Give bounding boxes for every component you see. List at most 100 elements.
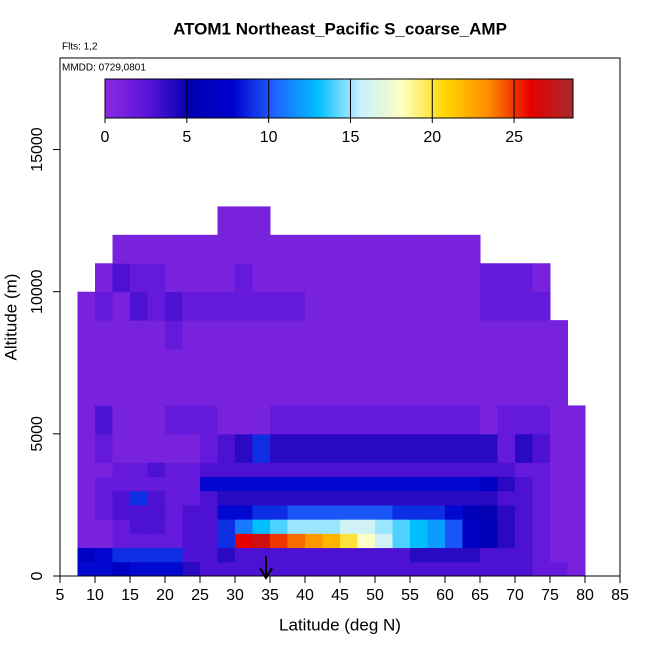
- heatmap-cell: [270, 519, 288, 534]
- heatmap-cell: [480, 376, 498, 406]
- heatmap-cell: [305, 462, 323, 477]
- heatmap-cell: [305, 490, 323, 506]
- heatmap-cell: [515, 490, 533, 506]
- heatmap-cell: [392, 234, 411, 264]
- heatmap-cell: [182, 320, 201, 350]
- heatmap-cell: [410, 533, 428, 549]
- heatmap-cell: [357, 320, 376, 350]
- heatmap-cell: [550, 561, 568, 577]
- heatmap-cell: [77, 519, 96, 534]
- heatmap-cell: [375, 263, 393, 293]
- heatmap-cell: [357, 291, 376, 321]
- heatmap-cell: [427, 348, 446, 378]
- heatmap-cell: [567, 519, 586, 534]
- heatmap-cell: [235, 320, 253, 350]
- heatmap-cell: [287, 348, 306, 378]
- heatmap-cell: [252, 504, 271, 520]
- flights-label: Flts: 1,2: [62, 42, 98, 53]
- x-tick-label: 35: [261, 587, 279, 604]
- heatmap-cell: [497, 405, 516, 435]
- heatmap-cell: [147, 376, 166, 406]
- heatmap-cell: [130, 405, 148, 435]
- heatmap-cell: [497, 376, 516, 406]
- heatmap-cell: [410, 291, 428, 321]
- heatmap-cell: [515, 561, 533, 577]
- heatmap-cell: [497, 519, 516, 534]
- colorbar-tick-label: 15: [342, 129, 360, 146]
- heatmap-cell: [112, 405, 131, 435]
- heatmap-cell: [532, 533, 551, 549]
- heatmap-cell: [515, 462, 533, 477]
- heatmap-cell: [147, 462, 166, 477]
- heatmap-cell: [375, 476, 393, 492]
- heatmap-cell: [147, 263, 166, 293]
- heatmap-cell: [235, 348, 253, 378]
- heatmap-cell: [322, 320, 341, 350]
- heatmap-cell: [217, 519, 236, 534]
- x-tick-label: 5: [56, 587, 65, 604]
- heatmap-cell: [497, 561, 516, 577]
- heatmap-cell: [147, 547, 166, 563]
- heatmap-cell: [305, 519, 323, 534]
- x-tick-label: 20: [156, 587, 174, 604]
- heatmap-cell: [340, 547, 358, 563]
- heatmap-cell: [427, 376, 446, 406]
- heatmap-cell: [95, 376, 113, 406]
- x-tick-label: 50: [366, 587, 384, 604]
- heatmap-cell: [357, 519, 376, 534]
- heatmap-cell: [340, 320, 358, 350]
- heatmap-cell: [427, 561, 446, 577]
- heatmap-cell: [445, 561, 463, 577]
- heatmap-cell: [445, 263, 463, 293]
- heatmap-cell: [287, 561, 306, 577]
- heatmap-cell: [532, 519, 551, 534]
- heatmap-cell: [287, 376, 306, 406]
- heatmap-cell: [340, 405, 358, 435]
- heatmap-cell: [445, 462, 463, 477]
- heatmap-cell: [200, 433, 218, 463]
- heatmap-cell: [532, 348, 551, 378]
- heatmap-cell: [340, 433, 358, 463]
- heatmap-cell: [95, 433, 113, 463]
- heatmap-cell: [357, 376, 376, 406]
- heatmap-cell: [357, 433, 376, 463]
- x-axis-title: Latitude (deg N): [279, 615, 401, 634]
- heatmap-cell: [497, 263, 516, 293]
- colorbar: [104, 78, 574, 119]
- y-tick-label: 10000: [29, 269, 46, 314]
- heatmap-cell: [252, 405, 271, 435]
- heatmap-cell: [410, 490, 428, 506]
- heatmap-cell: [340, 234, 358, 264]
- heatmap-cell: [567, 547, 586, 563]
- heatmap-cell: [480, 490, 498, 506]
- heatmap-cell: [270, 462, 288, 477]
- heatmap-cell: [515, 376, 533, 406]
- heatmap-cell: [375, 376, 393, 406]
- heatmap-cell: [77, 433, 96, 463]
- heatmap-cell: [410, 405, 428, 435]
- heatmap: [77, 206, 586, 577]
- heatmap-cell: [357, 348, 376, 378]
- heatmap-cell: [77, 547, 96, 563]
- heatmap-cell: [375, 533, 393, 549]
- heatmap-cell: [305, 348, 323, 378]
- heatmap-cell: [532, 320, 551, 350]
- heatmap-cell: [252, 320, 271, 350]
- heatmap-cell: [357, 533, 376, 549]
- heatmap-cell: [392, 533, 411, 549]
- heatmap-cell: [95, 504, 113, 520]
- heatmap-cell: [462, 519, 481, 534]
- x-tick-label: 30: [226, 587, 244, 604]
- heatmap-cell: [480, 504, 498, 520]
- heatmap-cell: [130, 561, 148, 577]
- heatmap-cell: [270, 533, 288, 549]
- heatmap-cell: [95, 462, 113, 477]
- x-tick-label: 40: [296, 587, 314, 604]
- heatmap-cell: [375, 320, 393, 350]
- heatmap-cell: [550, 547, 568, 563]
- heatmap-cell: [445, 291, 463, 321]
- heatmap-cell: [235, 476, 253, 492]
- heatmap-cell: [252, 533, 271, 549]
- heatmap-cell: [497, 291, 516, 321]
